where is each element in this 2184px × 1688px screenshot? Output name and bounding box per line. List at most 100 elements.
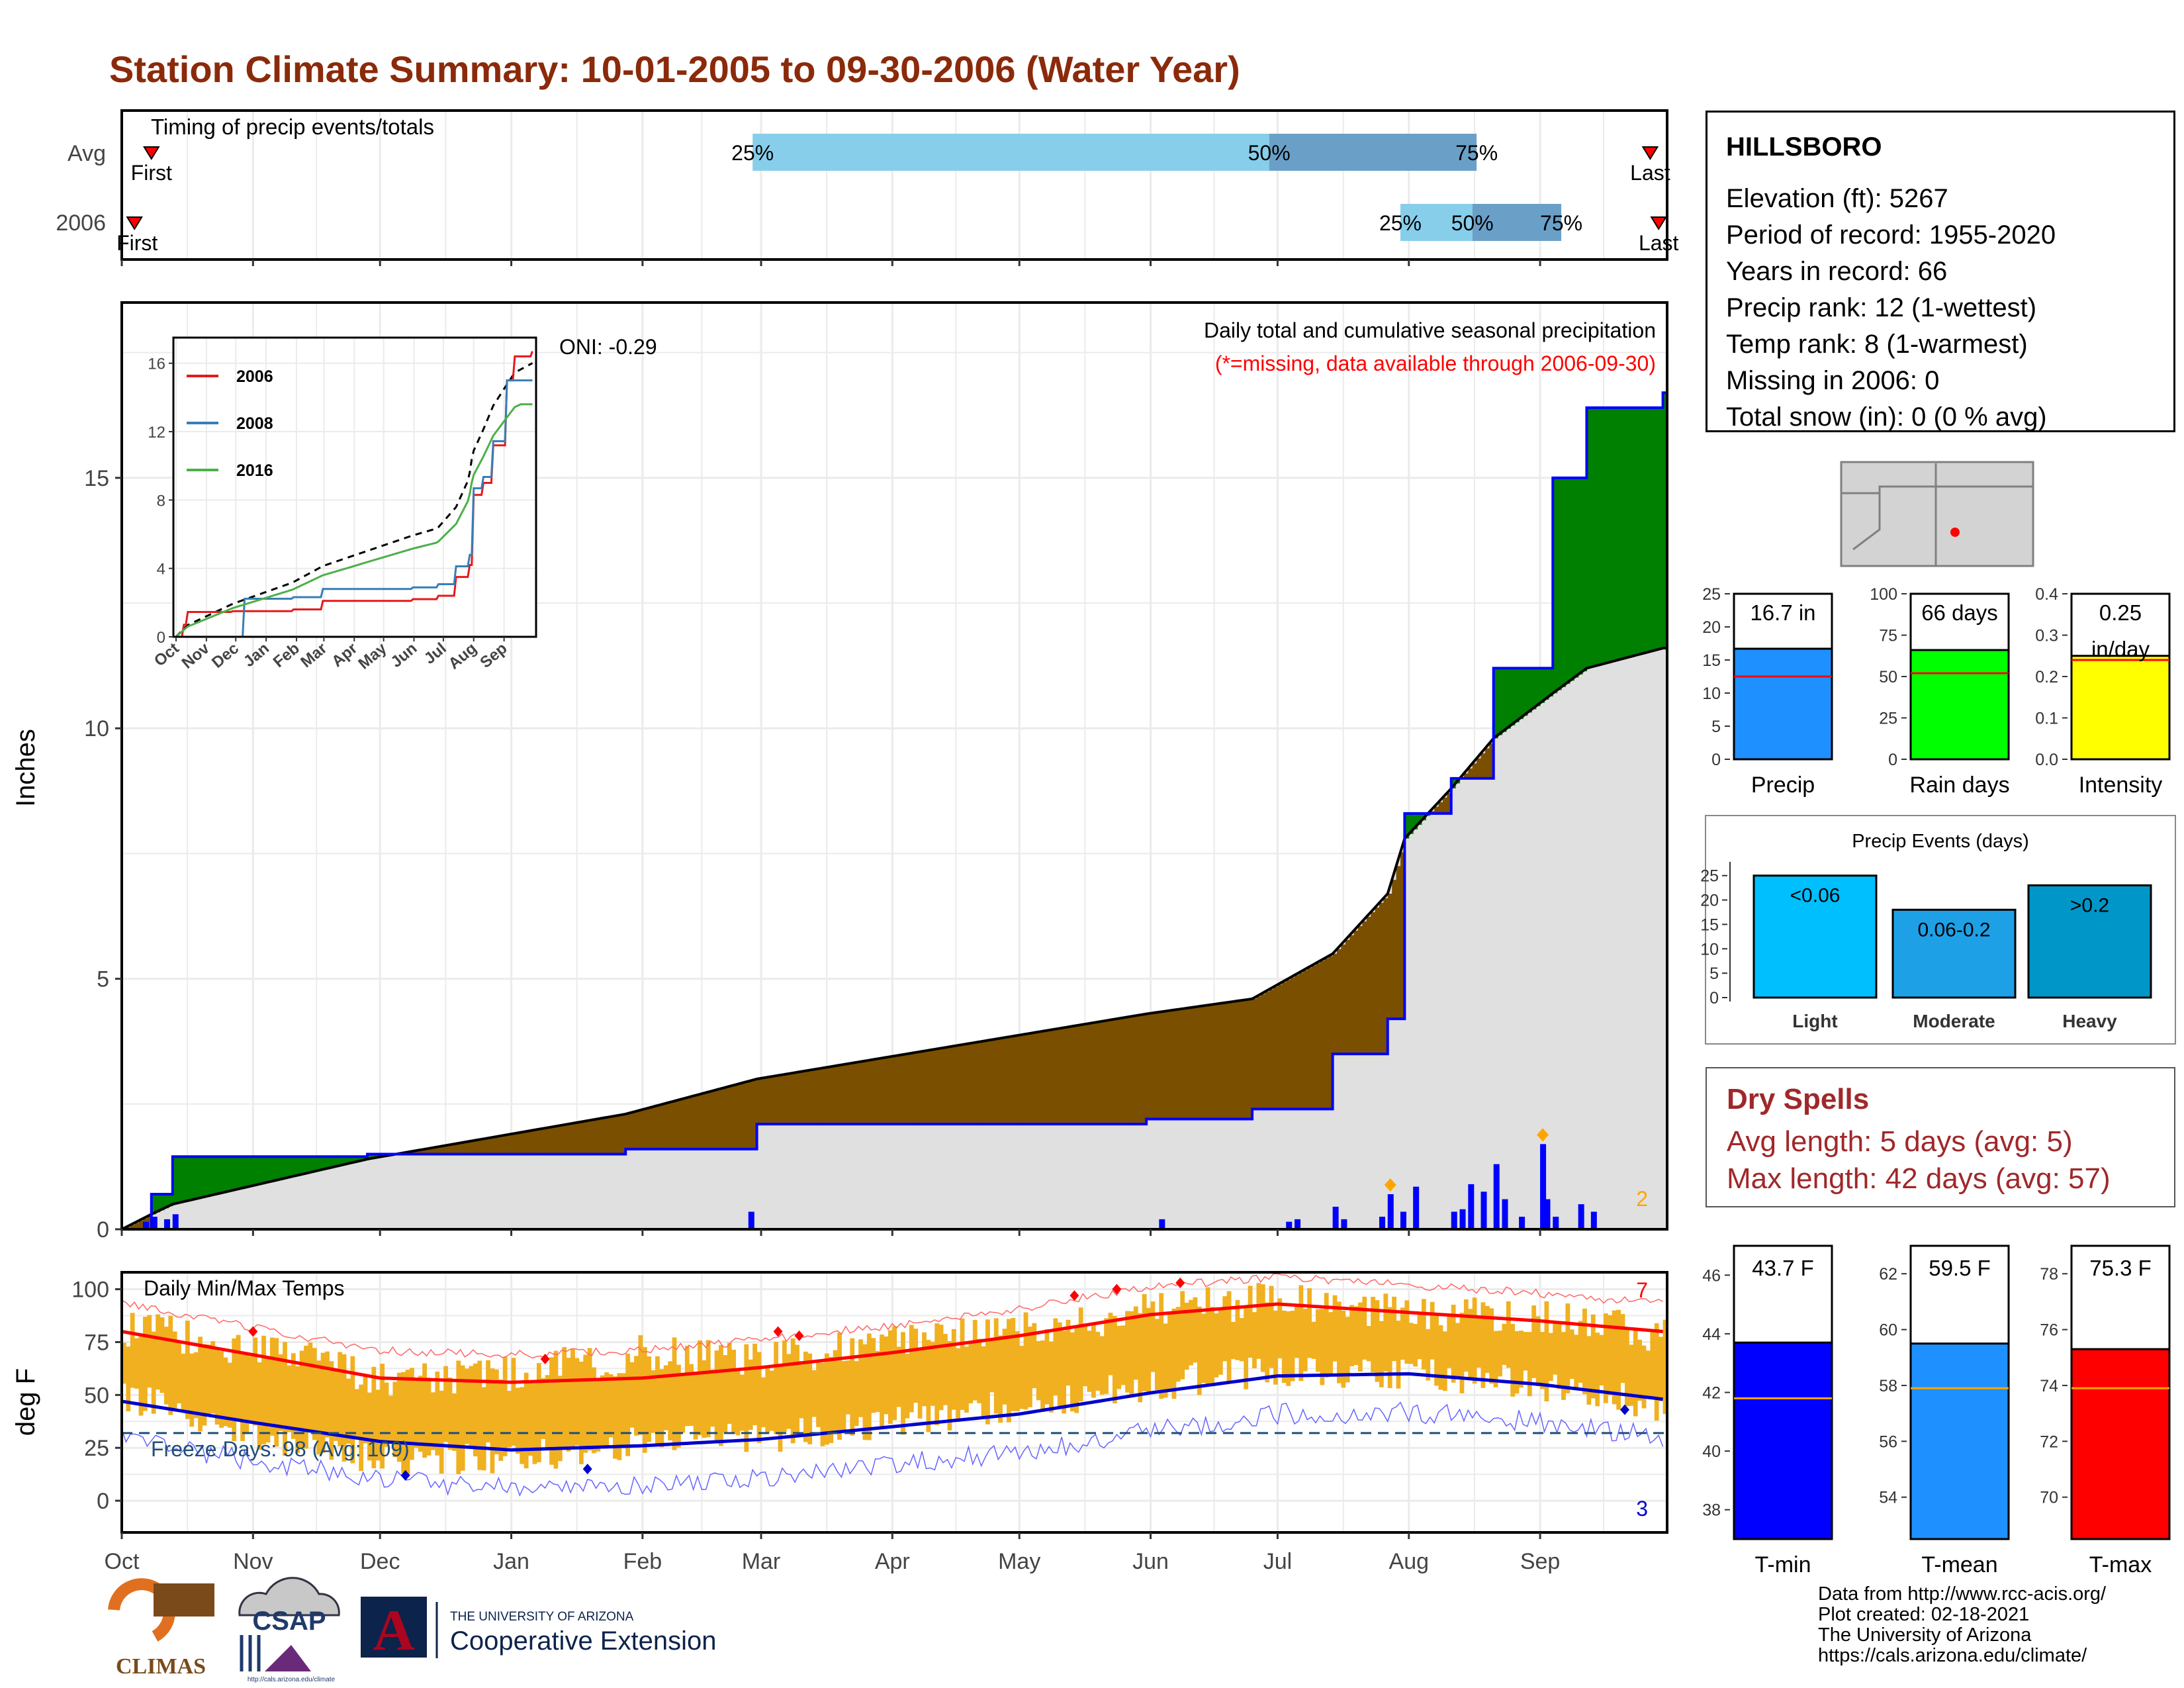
precip-anomaly-segment [752, 1080, 758, 1149]
daily-temp-bar [769, 1370, 774, 1431]
precip-anomaly-segment [934, 1049, 940, 1125]
daily-temp-bar [1295, 1305, 1299, 1358]
precip-anomaly-segment [528, 1131, 533, 1154]
precip-anomaly-segment [964, 1044, 970, 1125]
daily-precip-bar-23 [1553, 1217, 1559, 1229]
precip-anomaly-segment [1083, 1024, 1088, 1125]
daily-temp-bar [1650, 1330, 1655, 1399]
daily-temp-bar [1040, 1340, 1046, 1412]
daily-temp-bar [1489, 1308, 1494, 1384]
precip-anomaly-segment [820, 1068, 825, 1125]
precip-anomaly-segment [850, 1063, 855, 1125]
daily-temp-bar [1472, 1297, 1477, 1384]
precip-anomaly-segment [1332, 953, 1338, 1055]
daily-temp-bar [227, 1362, 232, 1428]
daily-temp-bar [130, 1313, 135, 1388]
daily-temp-bar [866, 1333, 872, 1440]
daily-temp-bar [477, 1360, 482, 1470]
precip-anomaly-segment [1553, 477, 1558, 694]
daily-temp-bar [947, 1340, 952, 1430]
daily-temp-bar [287, 1365, 292, 1432]
precip-anomaly-segment [947, 1047, 952, 1125]
precip-anomaly-segment [308, 1156, 313, 1173]
daily-temp-bar [774, 1342, 778, 1434]
csap-logo: CSAP http://cals.arizona.edu/climate [238, 1577, 340, 1683]
daily-temp-bar [185, 1321, 190, 1419]
precip-anomaly-segment [748, 1081, 753, 1149]
daily-temp-bar [1078, 1307, 1083, 1401]
daily-temp-bar [1480, 1302, 1486, 1388]
daily-temp-bar [1265, 1302, 1270, 1383]
precip-anomaly-segment [486, 1138, 491, 1154]
precip-anomaly-segment [698, 1094, 703, 1149]
precip-anomaly-segment [1438, 802, 1443, 814]
events-bar-0 [1752, 874, 1878, 999]
precip-anomaly-segment [705, 1092, 711, 1149]
precip-anomaly-segment [824, 1067, 829, 1125]
dry-spells-title: Dry Spells [1727, 1083, 1870, 1115]
precip-daily-bars [142, 1144, 1597, 1229]
precip-anomaly-segment [465, 1142, 470, 1154]
daily-temp-bar [710, 1369, 715, 1427]
daily-temp-bar [248, 1356, 253, 1423]
daily-temp-bar [532, 1380, 537, 1464]
daily-temp-bar [1281, 1310, 1287, 1383]
daily-temp-bar [1146, 1307, 1151, 1392]
inset-legend: 2006 2008 2016 [187, 367, 273, 480]
precip-anomaly-segment [1248, 999, 1253, 1119]
daily-temp-bar [1341, 1311, 1346, 1388]
daily-temp-bar [210, 1341, 216, 1414]
events-label-1: Moderate [1913, 1011, 1995, 1031]
precip-y-tick-label-0: 0 [97, 1217, 109, 1243]
events-tick-label-2: 10 [1700, 940, 1719, 959]
temp-y-tick-label-1: 25 [84, 1436, 109, 1461]
precip-anomaly-segment [807, 1070, 813, 1125]
precip-anomaly-segment [1413, 813, 1418, 829]
daily-temp-bar [1087, 1331, 1092, 1392]
daily-temp-bar [651, 1370, 656, 1433]
daily-temp-bar [1468, 1309, 1473, 1380]
inset-legend-label-1: 2008 [236, 414, 273, 433]
precip-anomaly-segment [291, 1156, 296, 1177]
daily-temp-bar [469, 1366, 474, 1448]
daily-temp-bar [1062, 1331, 1066, 1414]
precip-anomaly-segment [854, 1062, 859, 1125]
month-label-8: Jun [1132, 1549, 1169, 1574]
daily-temp-bar [1197, 1306, 1202, 1395]
daily-temp-bar [1654, 1323, 1659, 1421]
daily-temp-bar [1477, 1316, 1481, 1368]
daily-temp-bar [596, 1378, 601, 1452]
precip-anomaly-segment [1392, 880, 1397, 1019]
station-location-dot [1950, 528, 1960, 537]
daily-precip-bar-8 [1332, 1206, 1339, 1229]
daily-temp-bar [1112, 1316, 1117, 1404]
daily-temp-bar [1523, 1331, 1528, 1371]
daily-temp-bar [363, 1374, 368, 1444]
precip-anomaly-segment [159, 1194, 165, 1211]
summary-tick-label-2-3: 0.3 [2035, 627, 2058, 645]
daily-temp-bar [333, 1368, 338, 1441]
precip-anomaly-segment [523, 1131, 529, 1154]
precip-anomaly-segment [638, 1110, 643, 1149]
precip-anomaly-segment [1366, 916, 1371, 1055]
daily-precip-bar-17 [1480, 1192, 1487, 1229]
precip-anomaly-segment [1231, 1002, 1236, 1119]
daily-temp-bar [232, 1338, 237, 1442]
precip-anomaly-segment [625, 1113, 631, 1149]
precip-anomaly-segment [189, 1156, 195, 1201]
inset-x-tick-label-10: Aug [445, 639, 480, 673]
daily-temp-bar [426, 1378, 432, 1456]
precip-anomaly-segment [1578, 477, 1583, 675]
precip-anomaly-segment [829, 1066, 834, 1125]
precip-anomaly-segment [316, 1156, 322, 1171]
daily-temp-bar [833, 1350, 838, 1433]
precip-y-tick-label-3: 15 [84, 466, 109, 491]
precip-anomaly-segment [1078, 1025, 1083, 1125]
daily-temp-bar [375, 1389, 381, 1461]
daily-temp-bar [934, 1323, 940, 1425]
precip-anomaly-segment [206, 1156, 211, 1197]
precip-anomaly-segment [1506, 668, 1511, 729]
precip-anomaly-segment [236, 1156, 241, 1190]
daily-temp-bar [1455, 1323, 1460, 1380]
precip-panel-border [120, 301, 1668, 1231]
